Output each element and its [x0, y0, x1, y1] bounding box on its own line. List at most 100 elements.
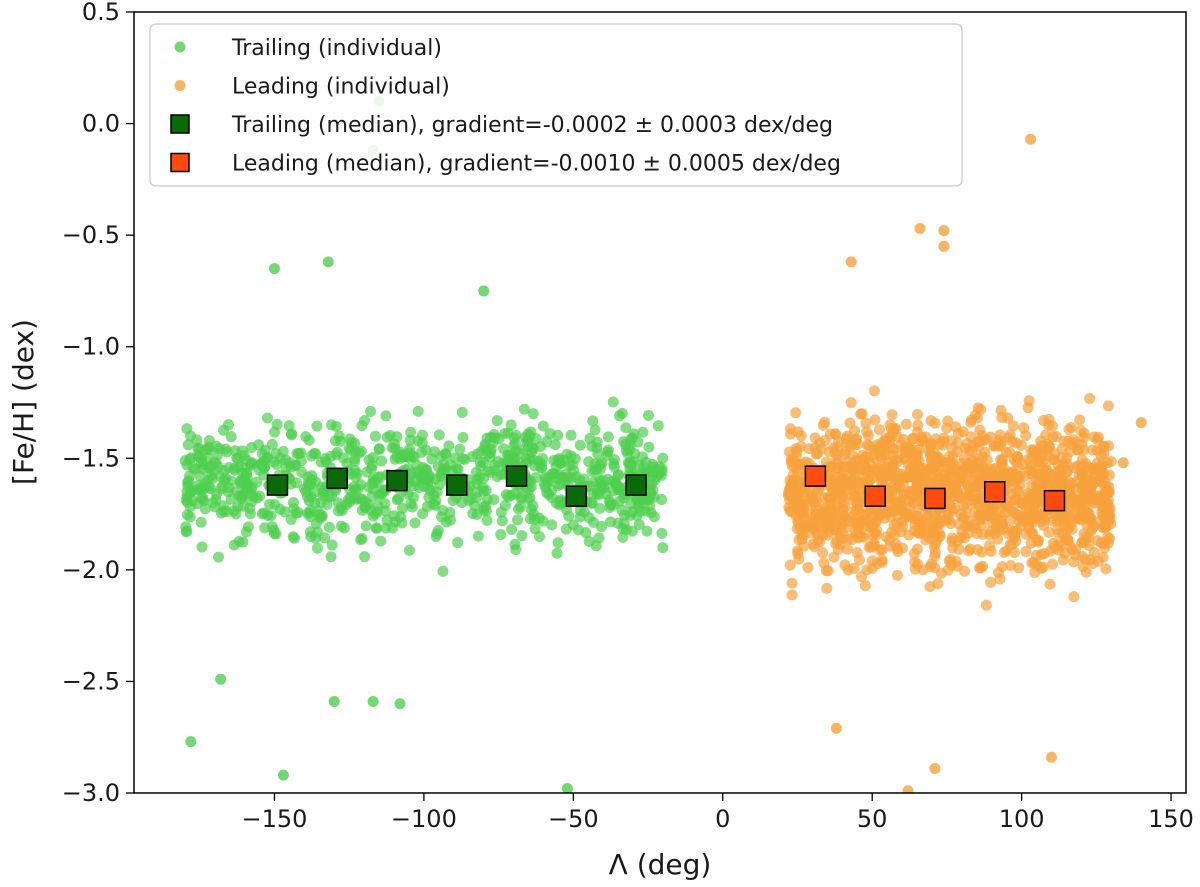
- data-point: [516, 530, 528, 542]
- data-point: [828, 551, 840, 563]
- data-point: [433, 429, 445, 441]
- data-point: [616, 504, 628, 516]
- data-point: [563, 510, 575, 522]
- data-point: [620, 422, 632, 434]
- data-point: [251, 476, 263, 488]
- data-point: [431, 486, 443, 498]
- plot-frame: [133, 11, 1187, 794]
- data-point: [840, 512, 852, 524]
- data-point: [617, 531, 629, 543]
- data-point: [323, 521, 335, 533]
- data-point: [847, 473, 859, 485]
- data-point: [787, 493, 799, 505]
- data-point: [299, 483, 311, 495]
- plot-points: [179, 95, 1147, 793]
- data-point: [375, 535, 387, 547]
- median-marker: [864, 485, 886, 507]
- data-point: [841, 543, 853, 555]
- data-point: [1135, 417, 1147, 429]
- data-point: [184, 470, 196, 482]
- data-point: [1097, 503, 1109, 515]
- data-point: [350, 493, 362, 505]
- data-point: [365, 405, 377, 417]
- data-point: [536, 462, 548, 474]
- data-point: [966, 414, 978, 426]
- data-point: [181, 491, 193, 503]
- data-point: [1054, 540, 1066, 552]
- median-marker: [326, 467, 348, 490]
- data-point: [240, 526, 252, 538]
- data-point: [592, 448, 604, 460]
- data-point: [1047, 558, 1059, 570]
- data-point: [1025, 133, 1037, 145]
- data-point: [983, 529, 995, 541]
- data-point: [367, 483, 379, 495]
- data-point: [404, 447, 416, 459]
- data-point: [1076, 471, 1088, 483]
- data-point: [567, 519, 579, 531]
- data-point: [311, 542, 323, 554]
- data-point: [891, 518, 903, 530]
- data-point: [907, 433, 919, 445]
- data-point: [499, 428, 511, 440]
- data-point: [652, 420, 664, 432]
- data-point: [452, 463, 464, 475]
- data-point: [561, 783, 573, 793]
- data-point: [637, 426, 649, 438]
- data-point: [522, 441, 534, 453]
- data-point: [958, 453, 970, 465]
- data-point: [1010, 470, 1022, 482]
- data-point: [883, 432, 895, 444]
- data-point: [457, 431, 469, 443]
- data-point: [1056, 472, 1068, 484]
- data-point: [512, 503, 524, 515]
- data-point: [262, 509, 274, 521]
- data-point: [996, 436, 1008, 448]
- data-point: [625, 434, 637, 446]
- data-point: [202, 474, 214, 486]
- data-point: [300, 431, 312, 443]
- data-point: [519, 431, 531, 443]
- data-point: [886, 409, 898, 421]
- data-point: [950, 479, 962, 491]
- data-point: [785, 423, 797, 435]
- data-point: [405, 426, 417, 438]
- data-point: [608, 458, 620, 470]
- data-point: [334, 435, 346, 447]
- data-point: [627, 506, 639, 518]
- data-point: [389, 438, 401, 450]
- data-point: [367, 696, 379, 708]
- data-point: [539, 481, 551, 493]
- data-point: [823, 468, 835, 480]
- data-point: [796, 533, 808, 545]
- data-point: [236, 445, 248, 457]
- data-point: [827, 510, 839, 522]
- data-point: [640, 505, 652, 517]
- data-point: [376, 455, 388, 467]
- data-point: [380, 410, 392, 422]
- data-point: [271, 418, 283, 430]
- data-point: [648, 511, 660, 523]
- data-point: [1037, 455, 1049, 467]
- data-point: [474, 456, 486, 468]
- data-point: [596, 521, 608, 533]
- data-point: [916, 431, 928, 443]
- data-point: [791, 446, 803, 458]
- y-tick-label: −1.5: [62, 444, 120, 472]
- data-point: [904, 502, 916, 514]
- data-point: [412, 405, 424, 417]
- data-point: [1010, 456, 1022, 468]
- data-point: [641, 525, 653, 537]
- data-point: [409, 517, 421, 529]
- data-point: [790, 407, 802, 419]
- data-point: [852, 484, 864, 496]
- legend-marker: [170, 152, 190, 173]
- data-point: [392, 492, 404, 504]
- data-point: [317, 490, 329, 502]
- data-point: [311, 420, 323, 432]
- data-point: [966, 481, 978, 493]
- data-point: [914, 222, 926, 234]
- data-point: [900, 471, 912, 483]
- data-point: [537, 420, 549, 432]
- data-point: [889, 502, 901, 514]
